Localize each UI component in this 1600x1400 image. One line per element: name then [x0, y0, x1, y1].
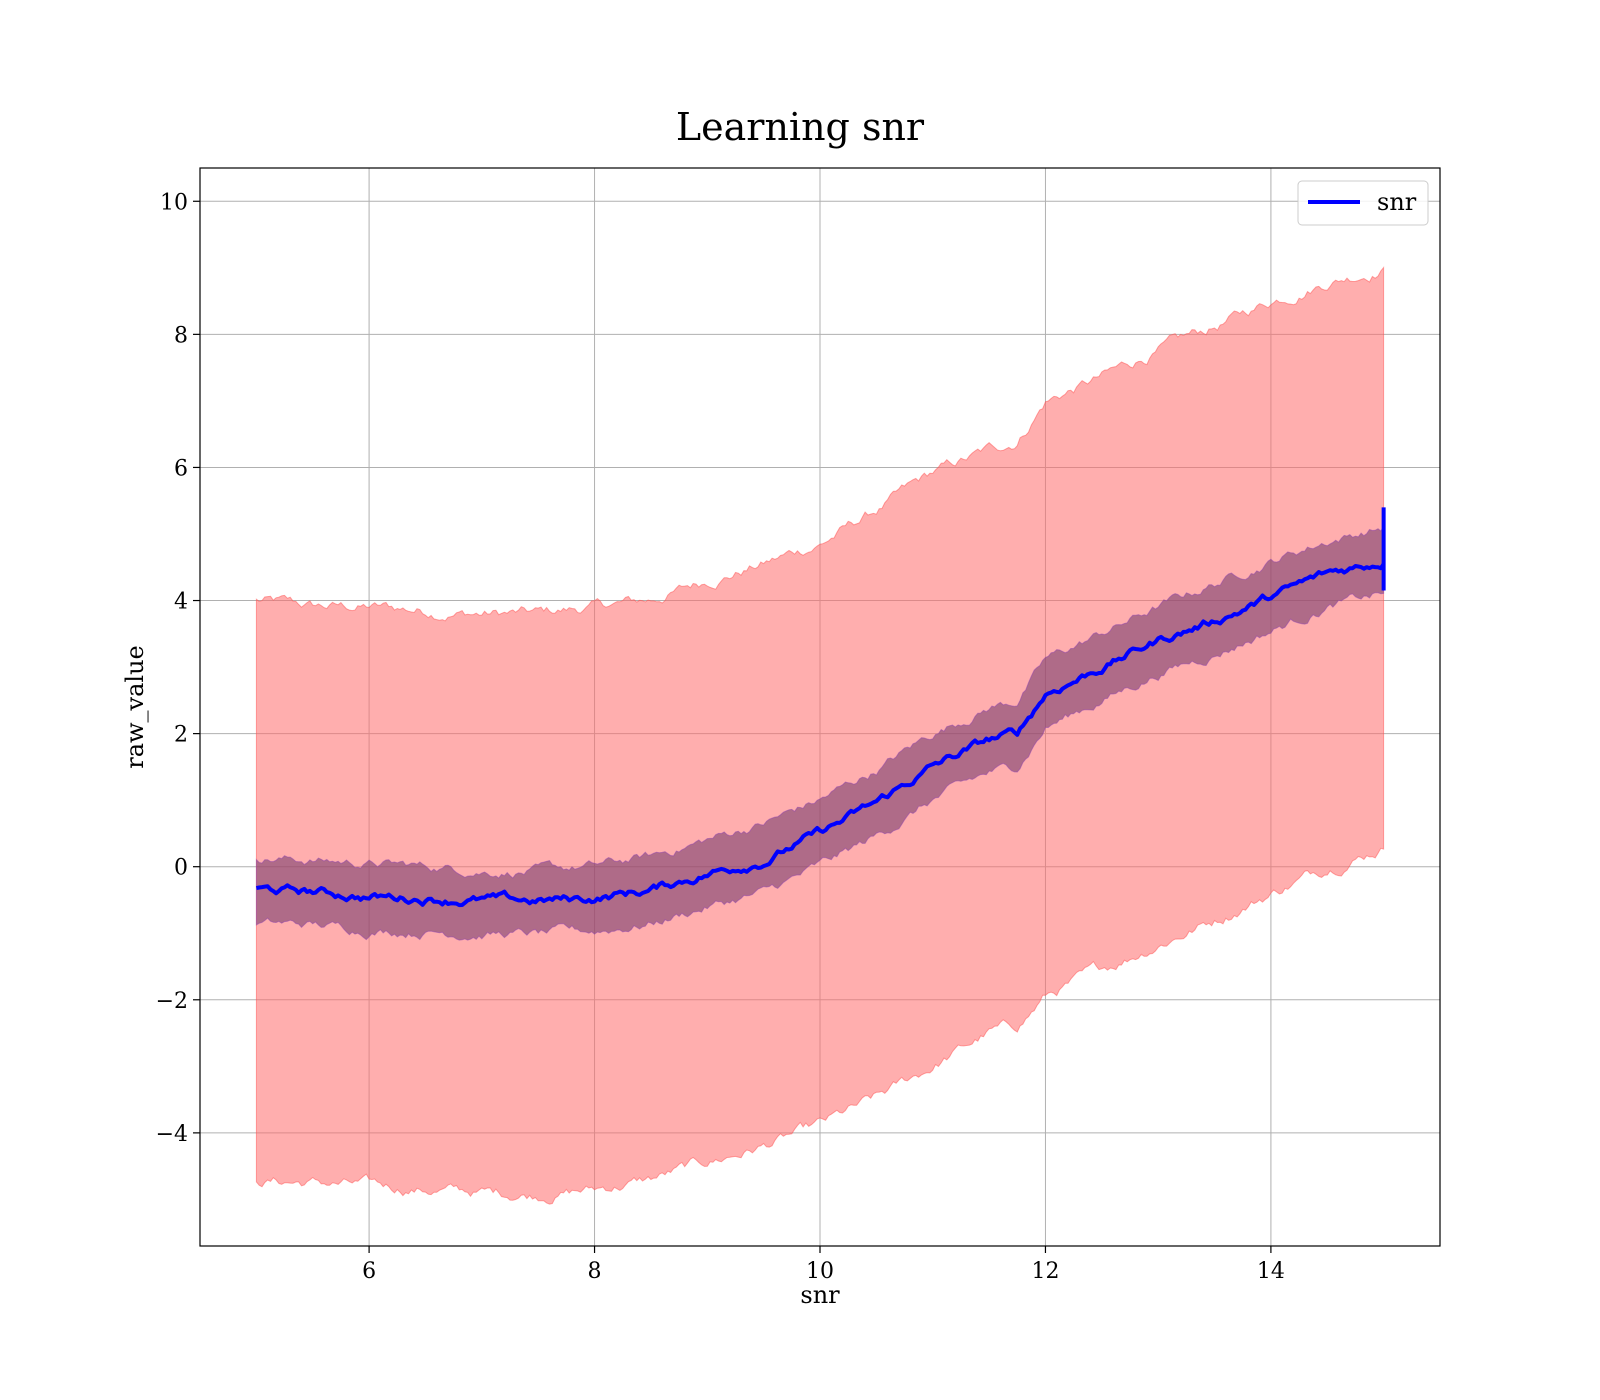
chart-title: Learning snr	[676, 105, 925, 149]
y-tick-label: −4	[156, 1122, 188, 1147]
y-axis-label: raw_value	[121, 645, 149, 769]
y-tick-label: −2	[156, 989, 188, 1014]
series-line-snr	[255, 562, 1386, 908]
band-outer	[255, 266, 1385, 1205]
x-tick-label: 10	[806, 1259, 834, 1284]
y-tick-label: 2	[174, 723, 188, 748]
y-tick-label: 0	[174, 856, 188, 881]
y-tick-label: 4	[174, 590, 188, 615]
y-tick-label: 8	[174, 323, 188, 348]
legend-label-snr: snr	[1377, 188, 1417, 216]
x-tick-label: 6	[362, 1259, 376, 1284]
y-tick-label: 6	[174, 456, 188, 481]
y-tick-label: 10	[160, 190, 188, 215]
legend-box	[1297, 180, 1429, 226]
x-tick-label: 12	[1031, 1259, 1059, 1284]
x-tick-label: 8	[588, 1259, 602, 1284]
x-tick-label: 14	[1257, 1259, 1285, 1284]
legend: snr	[1297, 180, 1429, 226]
tick-layer: 6 8 10 12 14 −4 −2 0 2 4 6 8 10	[156, 190, 1285, 1284]
x-axis-label: snr	[800, 1281, 840, 1309]
series-layer	[255, 507, 1386, 908]
